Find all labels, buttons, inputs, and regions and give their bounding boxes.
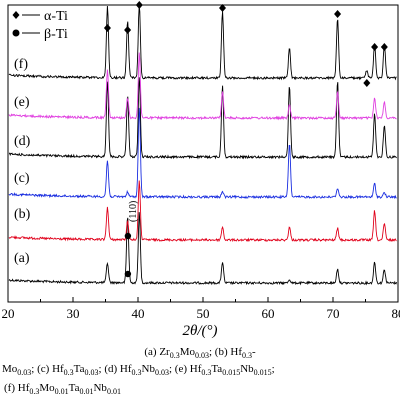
- caption-text: Hf: [119, 363, 132, 375]
- caption-line-3: (f) Hf0.3Mo0.01Ta0.01Nb0.01: [4, 380, 400, 400]
- caption-subscript: 0.015: [253, 368, 272, 378]
- caption-subscript: 0.3: [169, 351, 180, 361]
- caption-text: (f): [4, 382, 18, 394]
- legend-diamond-marker: [12, 11, 20, 19]
- series-line-b: [8, 180, 397, 243]
- alpha-peak-marker-7: [380, 43, 388, 51]
- caption-text: Hf: [230, 346, 242, 358]
- series-label-a: (a): [14, 251, 30, 266]
- series-line-f: [8, 5, 397, 81]
- x-tick-label-70: 70: [327, 306, 340, 321]
- x-tick-label-20: 20: [2, 306, 15, 321]
- caption-text: Nb: [240, 363, 254, 375]
- caption-text: ;: [271, 363, 275, 375]
- caption-text: Nb: [141, 363, 155, 375]
- alpha-peak-marker-3: [219, 4, 226, 12]
- series-label-f: (f): [14, 57, 28, 72]
- caption-text: Hf: [17, 382, 30, 394]
- x-tick-label-30: 30: [67, 306, 80, 321]
- series-line-e: [8, 52, 397, 121]
- caption-text: Ta: [211, 363, 223, 375]
- series-label-c: (c): [14, 171, 30, 186]
- caption-subscript: 0.03: [84, 368, 99, 378]
- caption-subscript: 0.03: [154, 368, 169, 378]
- caption-text: ;: [98, 363, 105, 375]
- beta-peak-marker-1: [124, 270, 132, 278]
- caption-text: Mo: [179, 346, 195, 358]
- legend-label-beta: β-Ti: [44, 27, 68, 42]
- alpha-peak-marker-6: [371, 43, 379, 51]
- alpha-peak-marker-2: [135, 1, 143, 9]
- legend-label-alpha: α-Ti: [44, 9, 68, 24]
- caption-text: Mo: [39, 382, 55, 394]
- caption-text: (e): [174, 363, 190, 375]
- legend: α-Ti β-Ti: [12, 9, 68, 42]
- caption-subscript: 0.03: [194, 351, 209, 361]
- series-layer: [8, 5, 398, 286]
- plot-frame: [7, 4, 399, 303]
- caption-subscript: 0.01: [54, 387, 69, 397]
- caption-text: -: [251, 346, 256, 358]
- alpha-peak-marker-1: [124, 26, 132, 34]
- alpha-peak-marker-0: [103, 24, 111, 32]
- caption-subscript: 0.01: [79, 387, 94, 397]
- plane-label-110: (110): [128, 201, 139, 222]
- caption-text: Zr: [159, 346, 170, 358]
- caption-text: ;: [31, 363, 38, 375]
- xrd-chart: (a) (b) (c) (d) (e) (f) (110) 20 30 40 50 60 70 80 α…: [2, 1, 400, 339]
- caption-subscript: 0.3: [241, 351, 252, 361]
- alpha-peak-marker-5: [363, 79, 371, 87]
- caption-text: Ta: [68, 382, 80, 394]
- legend-circle-marker: [12, 29, 20, 37]
- caption-subscript: 0.3: [131, 368, 142, 378]
- caption-subscript: 0.03: [17, 368, 32, 378]
- alpha-peak-marker-4: [334, 10, 342, 18]
- caption-text: Hf: [52, 363, 64, 375]
- caption-subscript: 0.3: [29, 387, 40, 397]
- x-tick-label-60: 60: [262, 306, 275, 321]
- caption-text: ;: [208, 346, 215, 358]
- series-line-a: [8, 212, 398, 286]
- caption-subscript: 0.015: [222, 368, 241, 378]
- series-label-e: (e): [14, 95, 30, 110]
- caption-subscript: 0.01: [106, 387, 121, 397]
- caption-text: (a): [144, 346, 160, 358]
- caption-text: (d): [104, 363, 120, 375]
- label-layer: (a) (b) (c) (d) (e) (f) (110): [14, 57, 139, 266]
- caption-text: Ta: [73, 363, 85, 375]
- marker-layer: [103, 1, 388, 278]
- caption-line-2: Mo0.03; (c) Hf0.3Ta0.03; (d) Hf0.3Nb0.03…: [2, 361, 398, 381]
- caption-text: ;: [168, 363, 175, 375]
- caption-text: (b): [214, 346, 231, 358]
- caption-text: Hf: [189, 363, 202, 375]
- series-label-d: (d): [14, 134, 31, 149]
- caption-subscript: 0.3: [63, 368, 74, 378]
- caption-text: Nb: [93, 382, 107, 394]
- x-tick-label-80: 80: [392, 306, 400, 321]
- series-label-b: (b): [14, 207, 31, 222]
- beta-peak-marker-0: [124, 232, 132, 240]
- series-line-d: [9, 77, 397, 160]
- x-axis-label: 2θ/(°): [182, 323, 217, 339]
- caption-subscript: 0.3: [201, 368, 212, 378]
- x-tick-label-40: 40: [132, 306, 145, 321]
- caption-text: Mo: [2, 363, 18, 375]
- x-tick-label-50: 50: [197, 306, 210, 321]
- caption-text: (c): [37, 363, 53, 375]
- caption-line-1: (a) Zr0.3Mo0.03; (b) Hf0.3-: [0, 344, 400, 364]
- tick-layer: 20 30 40 50 60 70 80: [2, 297, 400, 321]
- series-line-c: [8, 107, 397, 200]
